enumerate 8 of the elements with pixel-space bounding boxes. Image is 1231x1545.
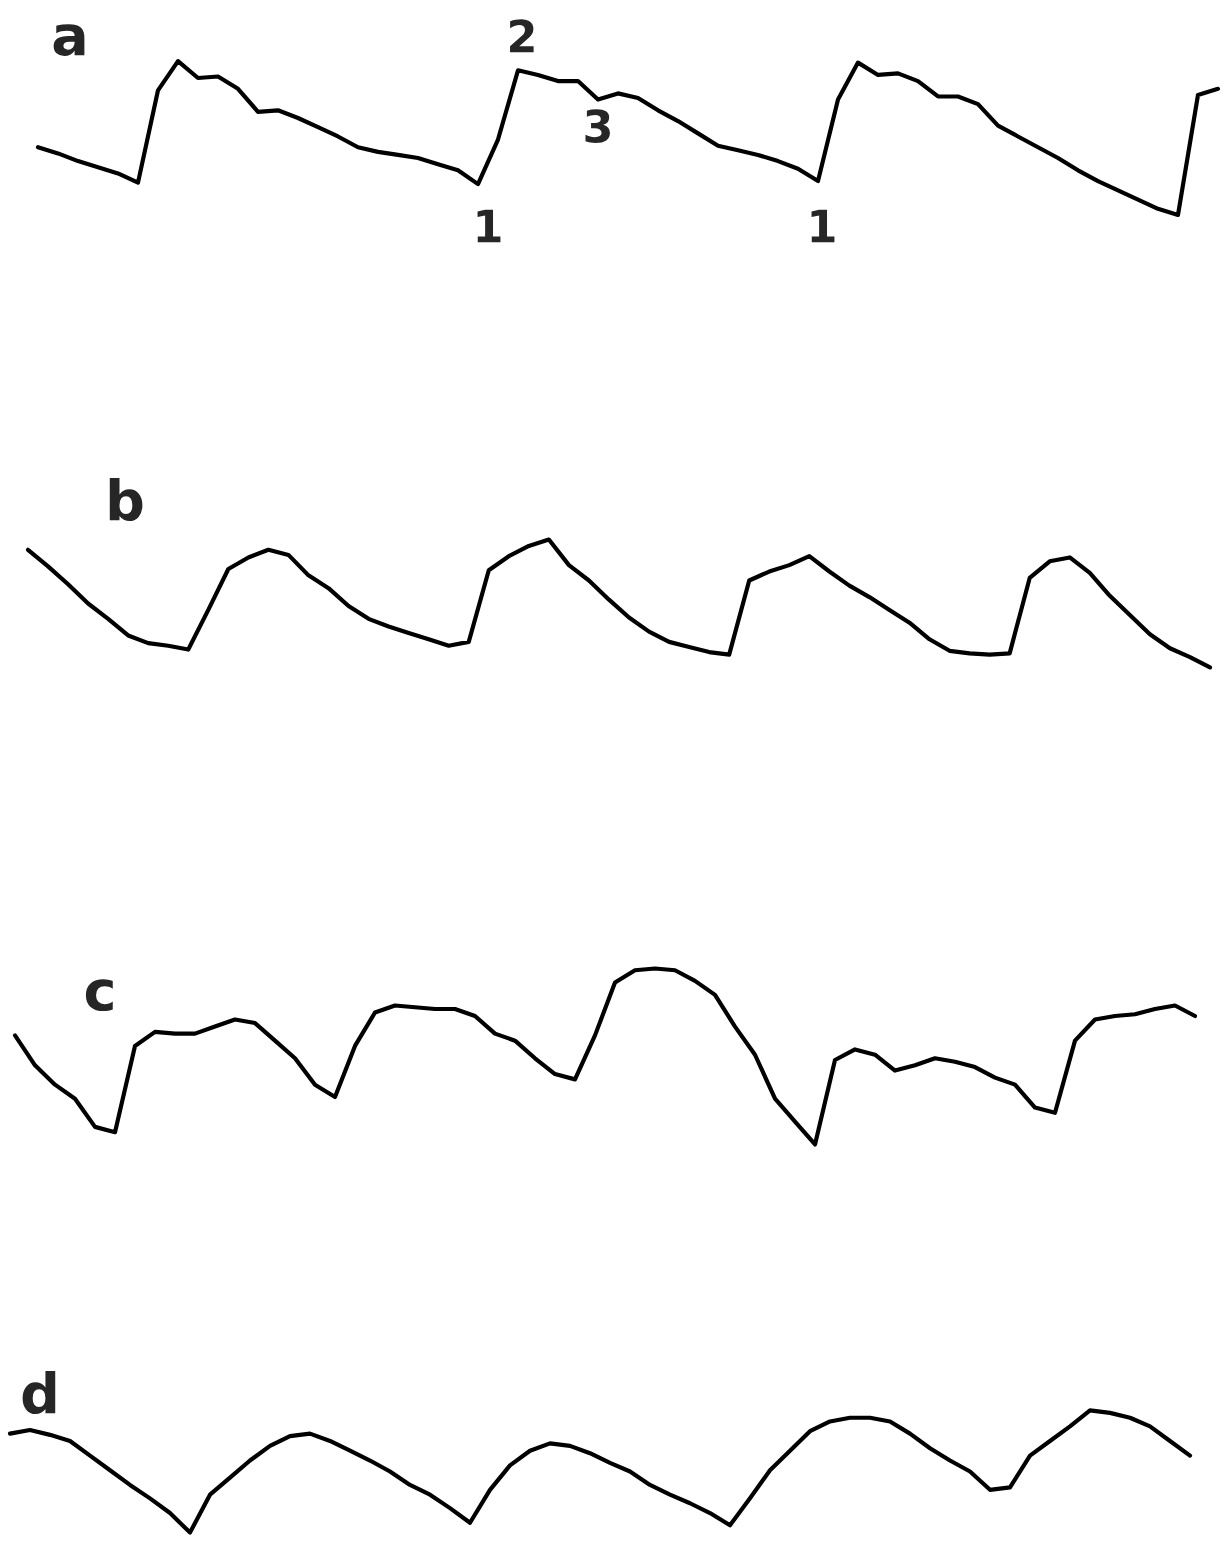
chart-title: a <box>53 24 85 57</box>
annotation: 3 <box>585 109 610 143</box>
chart-title: d <box>22 1371 56 1415</box>
text: 2 <box>510 19 534 53</box>
chart-title: c <box>85 979 113 1012</box>
chart-title: b <box>109 478 143 522</box>
annotation: 1 <box>477 209 501 243</box>
annotation: 1 <box>811 209 835 243</box>
